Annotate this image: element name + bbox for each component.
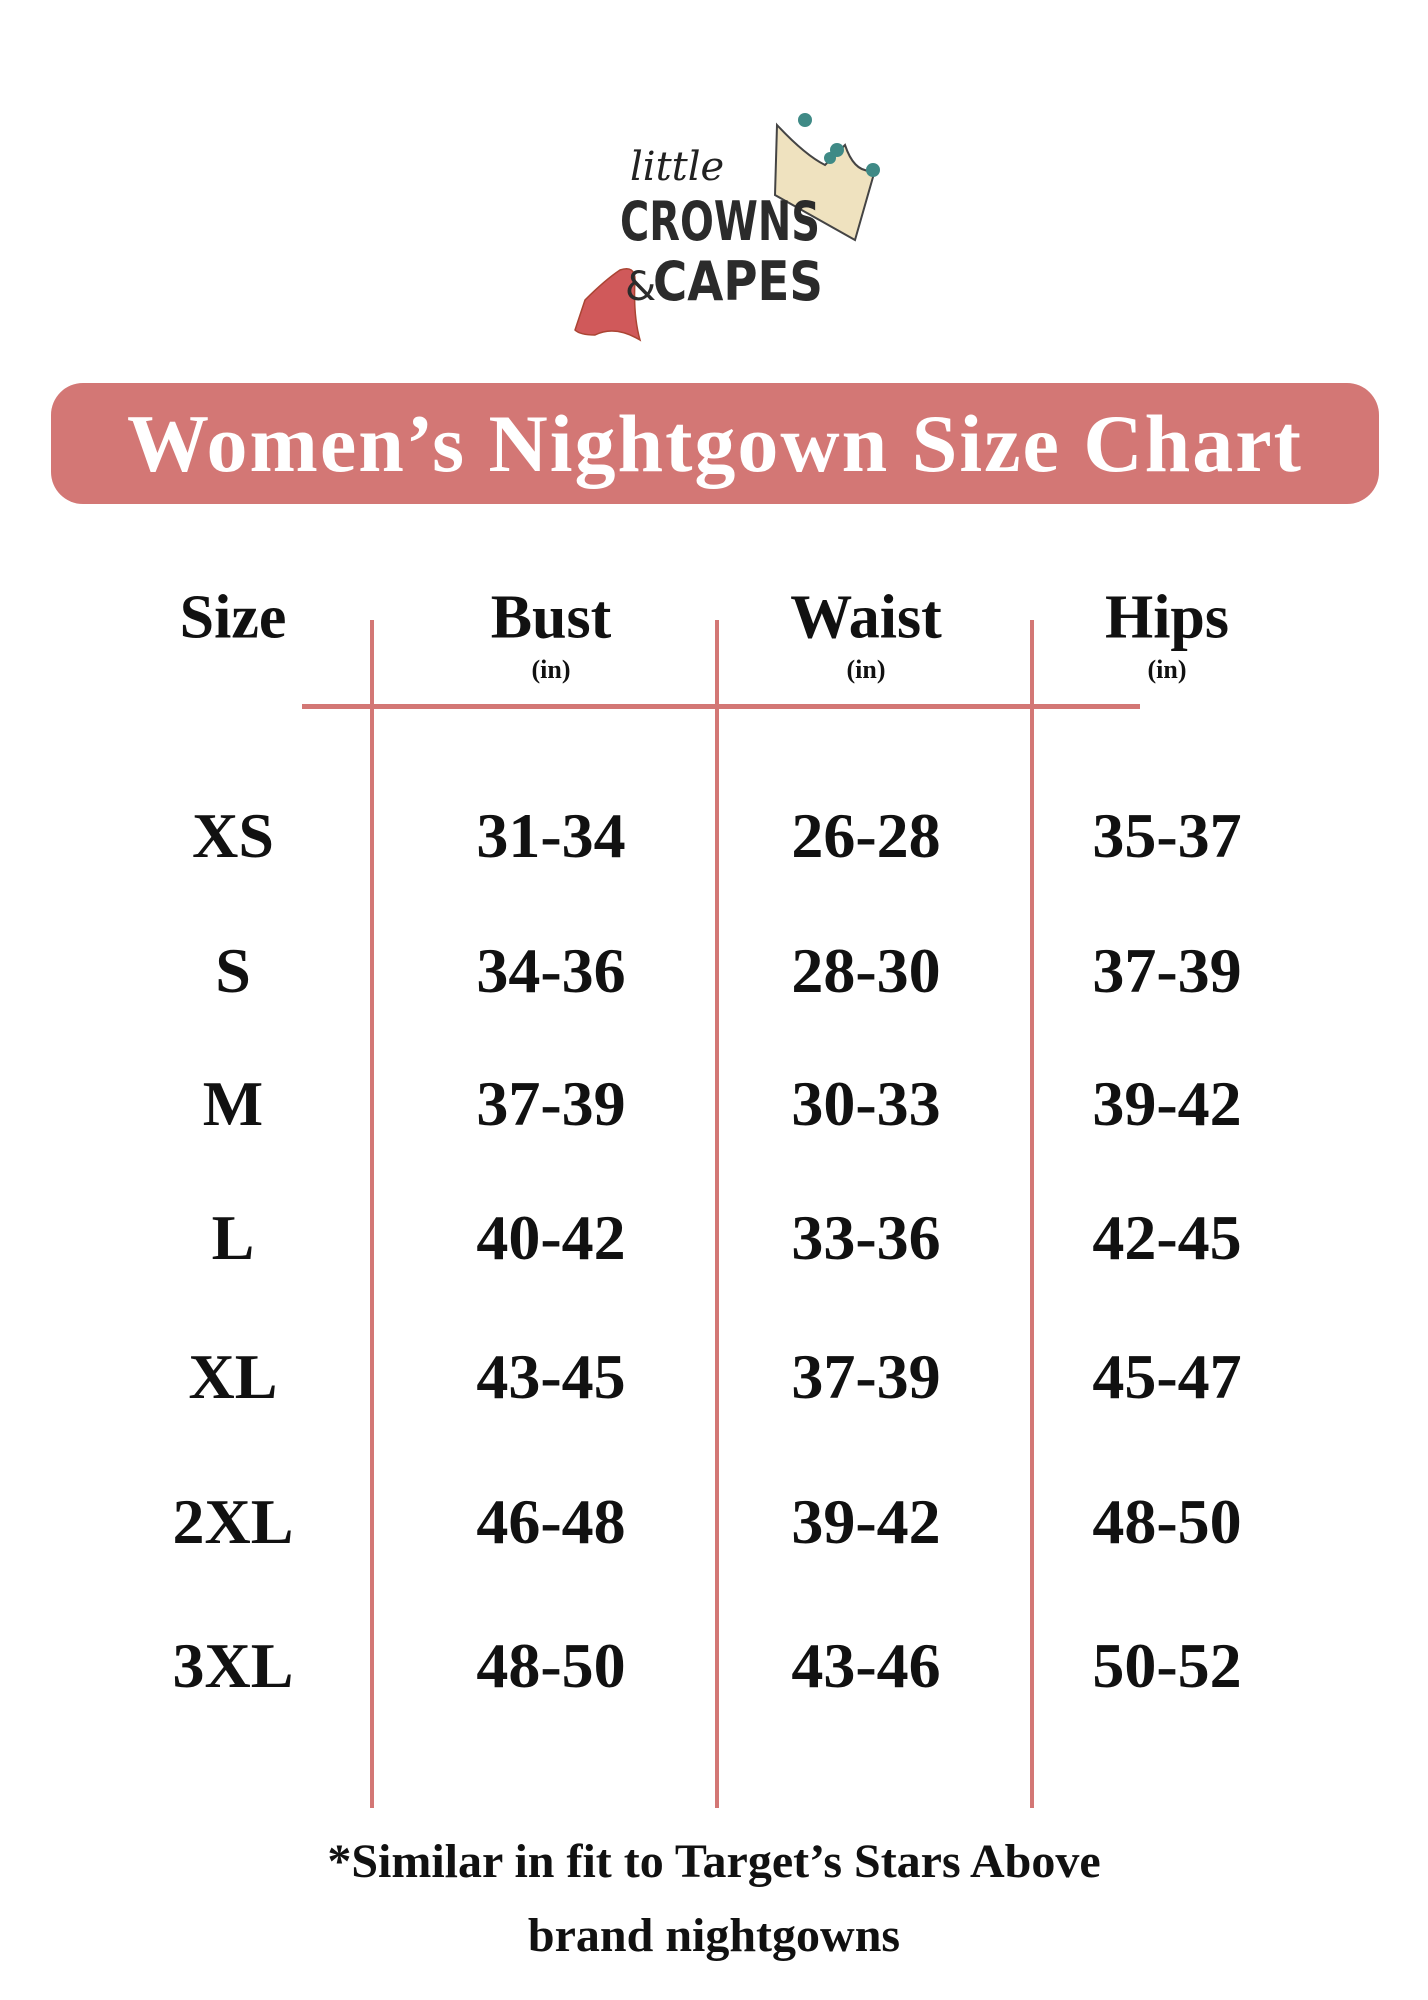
logo-text-capes: CAPES xyxy=(653,250,823,313)
cell-size: L xyxy=(211,1202,255,1273)
header-unit-waist: (in) xyxy=(846,655,886,684)
header-divider xyxy=(302,704,1140,709)
cell-waist: 26-28 xyxy=(791,800,941,871)
header-waist: Waist xyxy=(790,583,942,652)
cell-hips: 42-45 xyxy=(1092,1202,1242,1273)
cell-size: XL xyxy=(188,1341,278,1412)
crown-icon xyxy=(773,113,880,242)
cell-waist: 39-42 xyxy=(791,1486,941,1557)
footnote-line-1: *Similar in fit to Target’s Stars Above xyxy=(327,1835,1101,1888)
column-divider xyxy=(1030,620,1034,1808)
cell-waist: 43-46 xyxy=(791,1630,941,1701)
cell-bust: 37-39 xyxy=(476,1068,626,1139)
cell-hips: 39-42 xyxy=(1092,1068,1242,1139)
header-unit-hips: (in) xyxy=(1147,655,1187,684)
logo-text-crowns: CROWNS xyxy=(620,190,820,253)
page-title: Women’s Nightgown Size Chart xyxy=(127,397,1303,489)
cell-bust: 34-36 xyxy=(476,935,626,1006)
cell-hips: 48-50 xyxy=(1092,1486,1242,1557)
cell-size: M xyxy=(202,1068,264,1139)
column-divider xyxy=(370,620,374,1808)
column-divider xyxy=(715,620,719,1808)
cell-bust: 46-48 xyxy=(476,1486,626,1557)
cell-waist: 30-33 xyxy=(791,1068,941,1139)
cell-bust: 43-45 xyxy=(476,1341,626,1412)
cell-size: S xyxy=(215,935,251,1006)
cell-hips: 50-52 xyxy=(1092,1630,1242,1701)
cell-hips: 35-37 xyxy=(1092,800,1242,871)
cell-size: XS xyxy=(192,800,274,871)
cell-waist: 33-36 xyxy=(791,1202,941,1273)
cell-hips: 37-39 xyxy=(1092,935,1242,1006)
footnote: *Similar in fit to Target’s Stars Above … xyxy=(0,1825,1428,1973)
cell-waist: 28-30 xyxy=(791,935,941,1006)
logo-text-little: little xyxy=(630,144,724,190)
cape-icon xyxy=(574,268,642,342)
title-banner: Women’s Nightgown Size Chart xyxy=(51,383,1379,504)
header-bust: Bust xyxy=(490,583,612,652)
header-unit-bust: (in) xyxy=(531,655,571,684)
cell-bust: 31-34 xyxy=(476,800,626,871)
header-hips: Hips xyxy=(1104,583,1230,652)
cell-waist: 37-39 xyxy=(791,1341,941,1412)
cell-size: 3XL xyxy=(172,1630,294,1701)
logo-text-amp: & xyxy=(625,264,656,310)
header-size: Size xyxy=(179,583,287,652)
cell-hips: 45-47 xyxy=(1092,1341,1242,1412)
cell-size: 2XL xyxy=(172,1486,294,1557)
brand-logo: little CROWNS & CAPES xyxy=(574,113,880,342)
footnote-line-2: brand nightgowns xyxy=(527,1909,901,1962)
cell-bust: 40-42 xyxy=(476,1202,626,1273)
cell-bust: 48-50 xyxy=(476,1630,626,1701)
